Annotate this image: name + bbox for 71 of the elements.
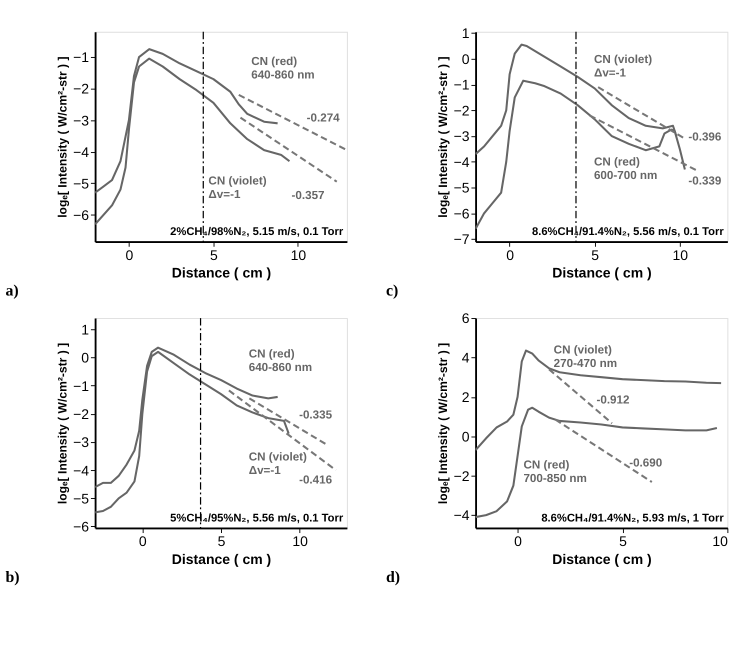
y-axis-title: logₑ[ Intensity ( W/cm²-str ) ] [436, 56, 450, 218]
annotation: CN (red) 640-860 nm [248, 347, 312, 374]
annotation: -0.339 [688, 174, 722, 188]
y-tick-label: −2 [454, 102, 470, 118]
annotation: -0.274 [306, 112, 340, 125]
x-axis-title: Distance ( cm ) [552, 264, 652, 281]
y-tick-label: −5 [73, 175, 90, 192]
annotation: CN (violet) 270-470 nm [554, 343, 618, 370]
annotation: -0.396 [688, 130, 722, 144]
y-axis-title: logₑ[ Intensity ( W/cm²-str ) ] [56, 56, 70, 218]
x-axis-title: Distance ( cm ) [172, 264, 272, 281]
y-tick-label: 4 [462, 350, 470, 366]
y-tick-label: 0 [462, 50, 470, 67]
y-tick-label: −1 [73, 378, 90, 394]
y-tick-label: −3 [73, 112, 90, 128]
x-tick-label: 10 [712, 533, 728, 550]
y-tick-label: −5 [454, 180, 470, 196]
annotation: 2%CH₄/98%N₂, 5.15 m/s, 0.1 Torr [170, 226, 344, 238]
annotation: 8.6%CH₄/91.4%N₂, 5.93 m/s, 1 Torr [541, 512, 724, 524]
x-tick-label: 10 [292, 533, 308, 550]
x-axis-title: Distance ( cm ) [552, 550, 652, 567]
y-tick-label: −3 [454, 128, 470, 144]
text: d) [386, 569, 400, 586]
y-tick-label: −6 [454, 205, 470, 222]
text: b) [6, 569, 20, 586]
y-tick-label: −3 [73, 434, 90, 450]
y-tick-label: −1 [73, 49, 90, 66]
x-tick-label: 5 [218, 533, 226, 550]
y-tick-label: 0 [81, 350, 90, 366]
y-tick-label: −2 [454, 468, 470, 484]
y-tick-label: −6 [73, 518, 90, 535]
y-tick-label: −4 [454, 154, 470, 170]
annotation: CN (violet) Δv=-1 [208, 174, 267, 202]
annotation: 5%CH₄/95%N₂, 5.56 m/s, 0.1 Torr [170, 512, 344, 524]
x-axis-title: Distance ( cm ) [172, 550, 272, 567]
annotation: CN (violet) Δv=-1 [594, 52, 652, 80]
x-tick-label: 0 [514, 533, 522, 550]
x-tick-label: 0 [125, 246, 134, 263]
x-tick-label: 0 [506, 246, 514, 263]
y-tick-label: −7 [454, 231, 470, 248]
text: a) [6, 282, 19, 300]
y-tick-label: −1 [454, 76, 470, 93]
x-tick-label: 0 [138, 533, 147, 550]
y-tick-label: −4 [73, 144, 90, 160]
annotation: -0.335 [299, 408, 333, 422]
y-tick-label: −4 [454, 507, 470, 524]
text: c) [386, 282, 398, 300]
x-tick-label: 5 [210, 246, 218, 263]
y-tick-label: 6 [462, 310, 470, 326]
y-tick-label: −2 [73, 80, 90, 97]
y-tick-label: −4 [73, 462, 90, 478]
annotation: CN (red) 640-860 nm [251, 54, 315, 82]
y-axis-title: logₑ[ Intensity ( W/cm²-str ) ] [436, 342, 450, 504]
annotation: -0.690 [629, 456, 662, 470]
annotation: 8.6%CH₄/91.4%N₂, 5.56 m/s, 0.1 Torr [532, 226, 724, 238]
y-tick-label: −2 [73, 406, 90, 422]
y-tick-label: 0 [462, 428, 470, 444]
x-tick-label: 10 [290, 246, 306, 263]
y-tick-label: 1 [81, 321, 90, 338]
annotation: CN (red) 700-850 nm [523, 458, 587, 486]
x-tick-label: 10 [672, 246, 688, 263]
annotation: CN (red) 600-700 nm [594, 156, 658, 182]
y-tick-label: 2 [462, 389, 470, 406]
x-tick-label: 5 [591, 246, 600, 263]
x-tick-label: 5 [619, 533, 628, 550]
y-tick-label: −6 [73, 206, 90, 223]
annotation: -0.357 [292, 189, 325, 202]
y-axis-title: logₑ[ Intensity ( W/cm²-str ) ] [56, 342, 70, 504]
y-tick-label: 1 [462, 25, 470, 42]
y-tick-label: −5 [73, 490, 90, 506]
annotation: -0.912 [596, 394, 630, 407]
